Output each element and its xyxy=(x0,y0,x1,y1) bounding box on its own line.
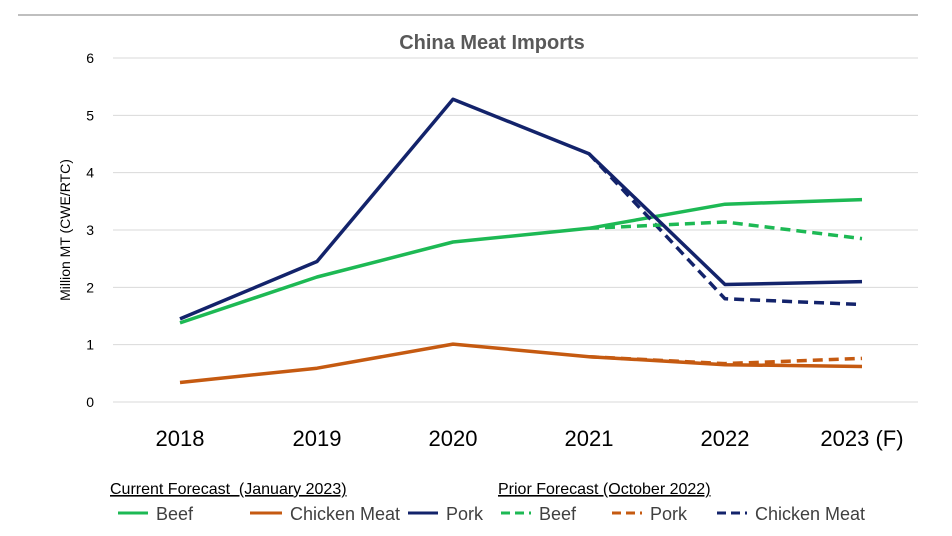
x-axis-ticks: 2018 2019 2020 2021 2022 2023 (F) xyxy=(156,426,904,451)
series-line-current-pork xyxy=(179,97,863,321)
x-tick-label: 2020 xyxy=(429,426,478,451)
y-axis-ticks: 0 1 2 3 4 5 6 xyxy=(86,50,94,410)
legend-label: Chicken Meat xyxy=(755,504,865,524)
y-tick-label: 6 xyxy=(86,50,94,66)
x-tick-label: 2021 xyxy=(565,426,614,451)
x-tick-label: 2018 xyxy=(156,426,205,451)
legend-heading-prior: Prior Forecast (October 2022) xyxy=(498,481,711,498)
y-tick-label: 4 xyxy=(86,165,94,181)
legend-label: Chicken Meat xyxy=(290,504,400,524)
legend-label: Pork xyxy=(650,504,688,524)
legend-label: Beef xyxy=(539,504,577,524)
series-lines xyxy=(179,97,863,385)
series-line-current-beef xyxy=(179,197,863,325)
y-tick-label: 0 xyxy=(86,394,94,410)
legend-label: Pork xyxy=(446,504,484,524)
legend: Beef Chicken Meat Pork Beef Pork Chicken Meat xyxy=(118,504,865,524)
grid xyxy=(113,57,918,403)
y-tick-label: 1 xyxy=(86,337,94,353)
legend-heading-current: Current Forecast (January 2023) xyxy=(110,481,347,498)
y-tick-label: 2 xyxy=(86,279,94,295)
series-line-prior-chicken-meat xyxy=(587,152,863,307)
legend-label: Beef xyxy=(156,504,194,524)
x-tick-label: 2019 xyxy=(293,426,342,451)
series-line-current-chicken-meat xyxy=(179,342,863,385)
x-tick-label: 2022 xyxy=(701,426,750,451)
chart-title: China Meat Imports xyxy=(399,32,585,54)
y-tick-label: 3 xyxy=(86,222,94,238)
y-axis-label: Million MT (CWE/RTC) xyxy=(57,159,73,301)
series-line-prior-pork xyxy=(588,354,863,366)
y-tick-label: 5 xyxy=(86,107,94,123)
series-line-prior-beef xyxy=(588,220,863,241)
x-tick-label: 2023 (F) xyxy=(820,426,903,451)
